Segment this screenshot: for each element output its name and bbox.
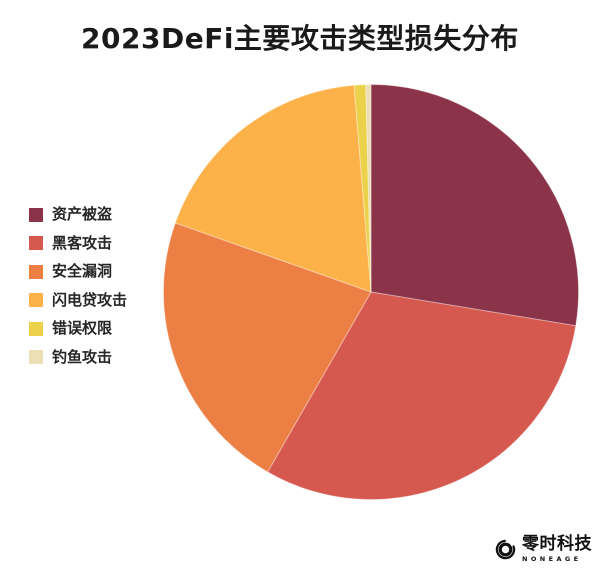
legend-label: 错误权限 <box>52 319 113 338</box>
pie-slice-3 <box>174 84 372 293</box>
chart-title: 2023DeFi主要攻击类型损失分布 <box>81 22 519 55</box>
legend-label: 资产被盗 <box>52 205 113 224</box>
pie-slice-4 <box>353 84 372 293</box>
legend-item: 错误权限 <box>29 321 127 337</box>
legend-swatch <box>29 207 43 222</box>
pie-slice-0 <box>370 83 579 327</box>
legend-item: 安全漏洞 <box>29 264 127 280</box>
legend-label: 黑客攻击 <box>52 233 113 252</box>
legend: 资产被盗 黑客攻击 安全漏洞 闪电贷攻击 错误权限 钓鱼攻击 <box>29 207 127 365</box>
brand-text: 零时科技 NONEAGE <box>522 533 592 563</box>
legend-swatch <box>29 293 43 308</box>
legend-label: 安全漏洞 <box>52 262 113 281</box>
brand-name-en: NONEAGE <box>522 555 582 563</box>
legend-item: 黑客攻击 <box>29 233 127 252</box>
pie-chart <box>163 83 579 500</box>
brand-logo: 零时科技 NONEAGE <box>494 533 592 563</box>
legend-item: 闪电贷攻击 <box>29 290 128 309</box>
pie-slice-5 <box>365 83 372 293</box>
pie-svg <box>163 83 579 500</box>
legend-swatch <box>29 321 43 336</box>
pie-slice-2 <box>163 222 372 473</box>
legend-item: 钓鱼攻击 <box>29 347 127 366</box>
brand-swirl-icon <box>495 539 516 560</box>
legend-label: 闪电贷攻击 <box>52 290 128 309</box>
legend-swatch <box>29 264 43 279</box>
legend-swatch <box>29 236 43 251</box>
pie-slice-1 <box>266 291 577 500</box>
legend-item: 资产被盗 <box>29 207 127 223</box>
brand-name-cn: 零时科技 <box>522 533 592 554</box>
legend-label: 钓鱼攻击 <box>52 347 113 366</box>
legend-swatch <box>29 350 43 365</box>
